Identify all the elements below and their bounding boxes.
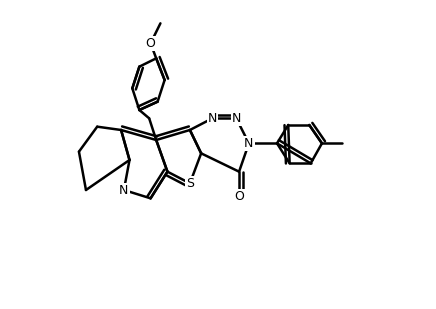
Text: N: N bbox=[232, 112, 241, 125]
Text: N: N bbox=[119, 184, 129, 197]
Text: O: O bbox=[234, 190, 244, 203]
Text: N: N bbox=[244, 137, 254, 150]
Text: S: S bbox=[186, 177, 194, 190]
Text: O: O bbox=[146, 37, 156, 50]
Text: N: N bbox=[208, 112, 217, 125]
